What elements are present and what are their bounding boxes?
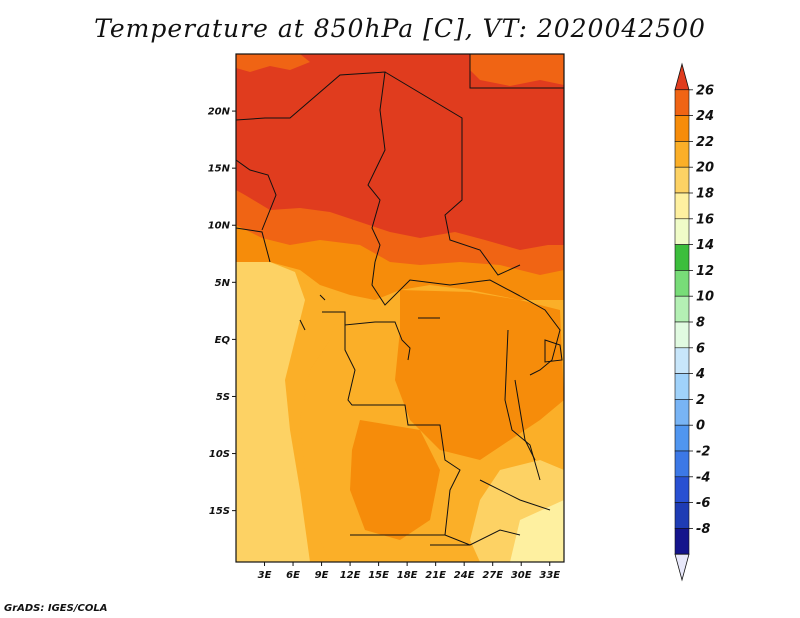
colorbar-top-arrow: [674, 62, 690, 91]
border-botswana: [430, 529, 521, 546]
temperature-field: [236, 54, 564, 562]
border-gabon-congo: [322, 311, 411, 361]
colorbar-label: 2: [696, 393, 705, 408]
map-title: Temperature at 850hPa [C], VT: 202004250…: [94, 14, 706, 43]
colorbar-label: 10: [696, 290, 714, 305]
lon-tick-label: 27E: [482, 570, 503, 581]
colorbar-label: 16: [696, 212, 714, 227]
lon-tick-label: 21E: [425, 570, 446, 581]
field-18-20-coast: [236, 262, 310, 562]
lat-tick-label: 10N: [208, 221, 231, 232]
lon-tick-label: 12E: [340, 570, 361, 581]
colorbar-label: 8: [696, 316, 705, 331]
border-namibia: [350, 534, 471, 546]
colorbar-label: 6: [696, 341, 705, 356]
country-borders: [236, 54, 564, 546]
colorbar-label: 20: [696, 161, 714, 176]
colorbar-swatch: [674, 218, 690, 245]
colorbar-label: 26: [696, 83, 714, 98]
lat-tick-label: 20N: [208, 107, 231, 118]
border-chad-sudan: [384, 71, 521, 276]
field-26-plus: [236, 54, 564, 250]
lon-tick-label: 33E: [539, 570, 560, 581]
border-drc-angola: [344, 325, 461, 536]
colorbar-swatch: [674, 321, 690, 349]
colorbar-swatch: [674, 528, 690, 555]
lat-tick-label: EQ: [215, 335, 231, 346]
lon-tick-label: 30E: [511, 570, 532, 581]
lon-tick-label: 15E: [368, 570, 389, 581]
lat-tick-label: 5N: [215, 278, 231, 289]
colorbar-swatch: [674, 450, 690, 478]
colorbar-swatch: [674, 373, 690, 400]
lake-victoria: [544, 339, 563, 363]
colorbar-swatch: [674, 115, 690, 142]
colorbar-swatch: [674, 270, 690, 297]
lat-tick-label: 15N: [208, 164, 231, 175]
colorbar-swatch: [674, 399, 690, 426]
colorbar-label: 24: [696, 109, 714, 124]
colorbar-bottom-arrow: [674, 553, 690, 582]
grads-credit: GrADS: IGES/COLA: [4, 603, 108, 614]
colorbar-label: -8: [696, 522, 710, 537]
lon-tick-label: 3E: [258, 570, 272, 581]
colorbar-swatch: [674, 244, 690, 271]
lat-tick-label: 10S: [209, 449, 230, 460]
colorbar-swatch: [674, 89, 690, 116]
colorbar-swatch: [674, 192, 690, 220]
lat-tick-label: 15S: [209, 506, 230, 517]
field-22-24-angola: [350, 420, 440, 540]
colorbar-label: 18: [696, 187, 714, 202]
border-benin: [236, 227, 271, 263]
border-libya-egypt: [469, 54, 564, 89]
lon-tick-label: 6E: [286, 570, 300, 581]
colorbar-swatch: [674, 424, 690, 452]
latitude-axis: 20N 15N 10N 5N EQ 5S 10S 15S: [208, 107, 236, 517]
colorbar-label: 14: [696, 238, 714, 253]
colorbar-swatch: [674, 295, 690, 323]
border-niger-mali: [236, 71, 386, 263]
field-24-26-ne: [470, 54, 564, 86]
field-24-26-nw: [236, 54, 310, 72]
colorbar-label: 22: [696, 135, 714, 150]
colorbar-swatch: [674, 141, 690, 168]
map-frame: [235, 53, 565, 563]
lat-tick-label: 5S: [216, 392, 230, 403]
border-car: [371, 261, 521, 306]
lon-tick-label: 24E: [454, 570, 475, 581]
colorbar-label: 4: [695, 367, 705, 382]
colorbar-swatch: [674, 166, 690, 194]
colorbar-label: 12: [696, 264, 714, 279]
colorbar-swatch: [674, 502, 690, 529]
lake-tanganyika: [514, 379, 536, 461]
lon-tick-label: 9E: [315, 570, 329, 581]
colorbar-label: -4: [696, 470, 710, 485]
colorbar-swatch: [674, 476, 690, 503]
border-zambia: [479, 479, 551, 511]
longitude-axis: 3E 6E 9E 12E 15E 18E 21E 24E 27E 30E 33E: [258, 562, 560, 581]
colorbar-label: 0: [696, 419, 705, 434]
colorbar-label: -2: [696, 445, 710, 460]
colorbar-label: -6: [696, 496, 710, 511]
minor-outlines: [299, 294, 440, 331]
lon-tick-label: 18E: [397, 570, 418, 581]
colorbar-swatch: [674, 347, 690, 374]
border-nigeria-north: [236, 159, 277, 231]
border-uganda: [519, 295, 561, 376]
field-16-18-southeast: [510, 500, 564, 562]
